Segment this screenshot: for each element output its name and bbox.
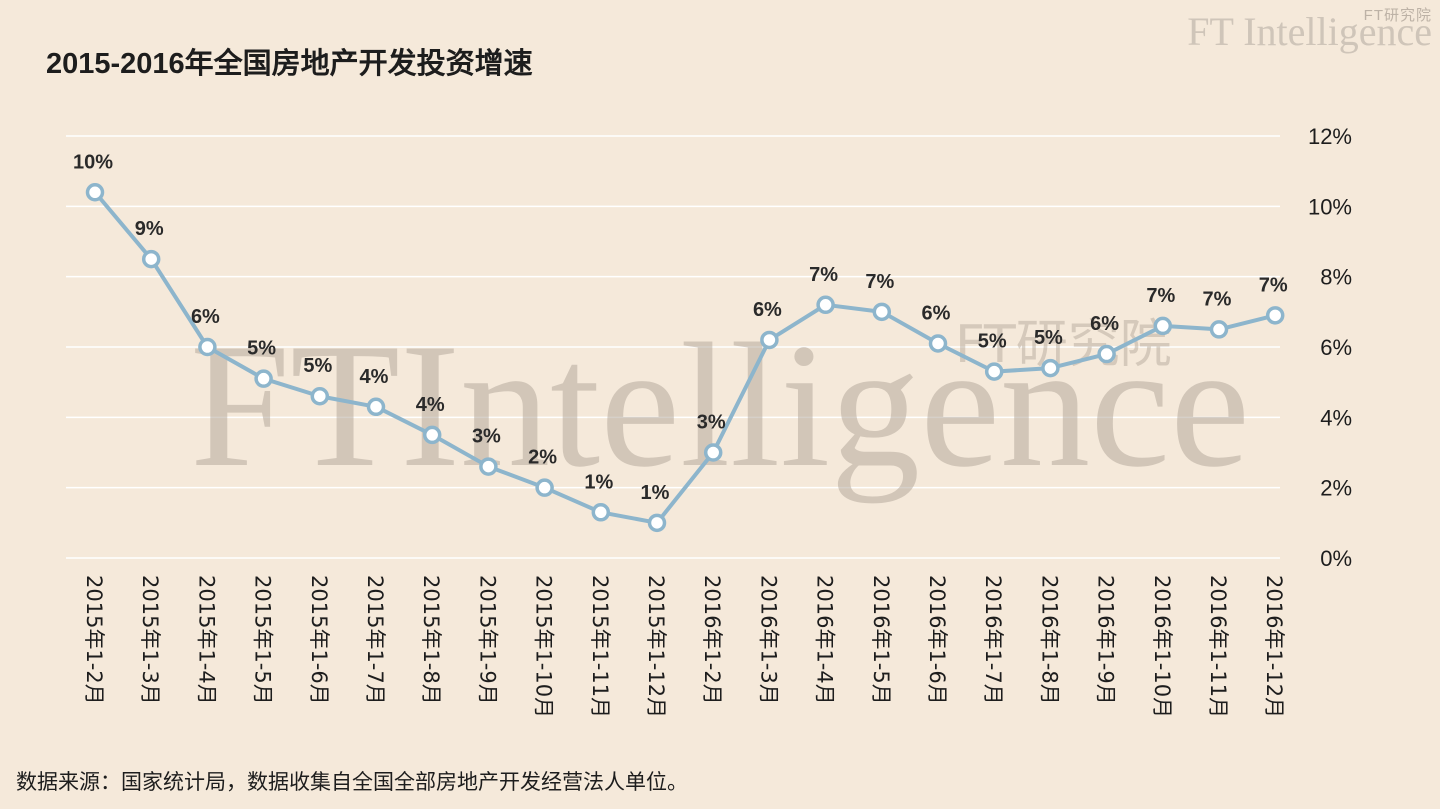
x-tick-label: 2016年1-3月	[756, 575, 780, 705]
brand-logo: FT研究院 FT Intelligence	[1132, 4, 1432, 54]
x-tick-label: 2016年1-10月	[1150, 575, 1174, 718]
data-point	[535, 478, 554, 497]
data-point	[984, 362, 1004, 381]
data-point	[198, 337, 217, 357]
x-tick-label: 2015年1-5月	[251, 575, 275, 705]
x-tick-label: 2015年1-11月	[588, 575, 612, 718]
data-labels: 10% 9% 6% 5% 5% 4% 4% 3% 2% 1% 1% 3% 6% 7% 7% 6% 5% 5% 6% 7…	[73, 151, 1288, 504]
data-point	[479, 457, 498, 476]
data-label: 5%	[1034, 327, 1063, 349]
data-point	[254, 369, 273, 388]
data-label: 1%	[641, 482, 670, 504]
data-point	[703, 443, 723, 462]
y-tick-label: 2%	[1320, 476, 1352, 501]
data-label: 7%	[1259, 274, 1288, 296]
y-tick-label: 6%	[1320, 335, 1352, 360]
data-point	[422, 425, 442, 445]
x-tick-label: 2015年1-2月	[82, 575, 106, 705]
y-tick-label: 0%	[1320, 546, 1352, 571]
data-point	[760, 330, 779, 350]
brand-sub-label: FT研究院	[1363, 7, 1432, 24]
data-point	[591, 503, 611, 522]
source-note: 数据来源：国家统计局，数据收集自全国全部房地产开发经营法人单位。	[16, 771, 688, 794]
series-line-path	[93, 190, 1276, 525]
data-point	[647, 513, 667, 533]
data-label: 9%	[135, 218, 164, 240]
data-point	[1097, 344, 1116, 364]
data-point	[1041, 358, 1060, 378]
data-point	[872, 302, 892, 322]
data-label: 7%	[1146, 285, 1175, 307]
watermark: FTIntelligence FT研究院	[190, 306, 1250, 504]
data-point	[1265, 306, 1285, 325]
x-tick-label: 2015年1-8月	[419, 575, 443, 705]
data-point	[816, 295, 835, 315]
x-tick-label: 2015年1-6月	[307, 575, 331, 705]
y-tick-label: 12%	[1308, 124, 1352, 149]
x-tick-label: 2016年1-4月	[813, 575, 837, 705]
y-tick-label: 10%	[1308, 194, 1352, 219]
data-label: 3%	[472, 426, 501, 448]
data-label: 6%	[753, 299, 782, 321]
series-line	[85, 183, 1285, 533]
x-tick-label: 2015年1-3月	[138, 575, 162, 705]
x-tick-label: 2016年1-7月	[981, 575, 1005, 705]
data-label: 3%	[697, 412, 726, 434]
x-tick-label: 2016年1-5月	[869, 575, 893, 705]
x-tick-label: 2015年1-10月	[532, 575, 556, 718]
data-point	[1209, 320, 1229, 339]
x-tick-label: 2015年1-12月	[644, 575, 668, 718]
x-axis-ticks: 2015年1-2月 2015年1-3月 2015年1-4月 2015年1-5月 2015…	[82, 575, 1286, 718]
data-label: 1%	[584, 471, 613, 493]
data-point	[310, 386, 330, 406]
x-tick-label: 2016年1-8月	[1037, 575, 1061, 705]
data-label: 10%	[73, 151, 113, 173]
x-tick-label: 2016年1-11月	[1206, 575, 1230, 718]
data-label: 6%	[922, 302, 951, 324]
x-tick-label: 2016年1-6月	[925, 575, 949, 705]
data-label: 7%	[1203, 288, 1232, 310]
data-label: 6%	[191, 306, 220, 328]
data-label: 7%	[809, 264, 838, 286]
data-label: 7%	[865, 271, 894, 293]
data-point	[1153, 316, 1173, 336]
x-tick-label: 2016年1-12月	[1262, 575, 1286, 718]
data-label: 5%	[303, 355, 332, 377]
data-label: 6%	[1090, 313, 1119, 335]
data-point	[85, 183, 105, 202]
data-label: 5%	[247, 338, 276, 360]
brand-name: FT Intelligence	[1187, 9, 1432, 54]
y-tick-label: 8%	[1320, 265, 1352, 290]
x-tick-label: 2016年1-2月	[700, 575, 724, 705]
x-tick-label: 2015年1-4月	[194, 575, 218, 705]
x-tick-label: 2015年1-9月	[475, 575, 499, 705]
chart-title: 2015-2016年全国房地产开发投资增速	[46, 48, 533, 80]
data-label: 4%	[416, 394, 445, 416]
x-tick-label: 2016年1-9月	[1094, 575, 1118, 705]
x-tick-label: 2015年1-7月	[363, 575, 387, 705]
y-axis-ticks: 0% 2% 4% 6% 8% 10% 12%	[1308, 124, 1352, 571]
data-label: 5%	[978, 331, 1007, 353]
data-point	[366, 397, 386, 417]
data-label: 4%	[360, 366, 389, 388]
data-point	[928, 334, 948, 353]
y-tick-label: 4%	[1320, 405, 1352, 430]
grid-lines	[66, 135, 1280, 559]
data-label: 2%	[528, 447, 557, 469]
data-point	[141, 249, 161, 269]
